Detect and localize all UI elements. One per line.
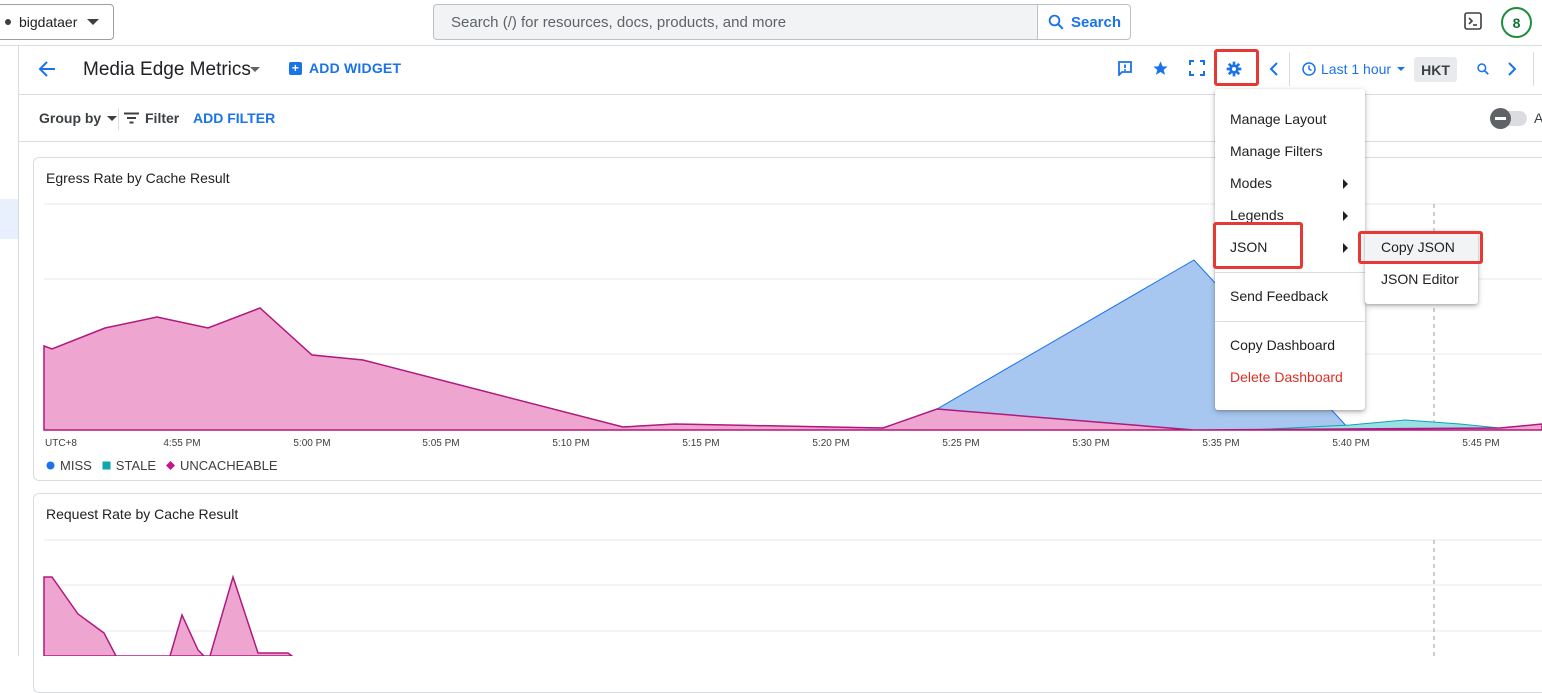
divider	[118, 108, 119, 130]
menu-divider	[1215, 321, 1365, 322]
x-tick-label: 5:00 PM	[293, 438, 331, 449]
project-dot-icon	[5, 19, 11, 25]
divider	[1533, 52, 1534, 86]
menu-item-json[interactable]: JSON	[1230, 239, 1268, 255]
terminal-icon[interactable]	[1464, 12, 1482, 30]
json-highlight	[1213, 222, 1303, 269]
project-selector[interactable]: bigdataer	[0, 4, 114, 40]
copy-json-hover	[1365, 234, 1478, 262]
chevron-right-icon	[1343, 211, 1348, 221]
menu-item-delete-dashboard[interactable]: Delete Dashboard	[1230, 369, 1343, 385]
search-button-label: Search	[1070, 13, 1122, 31]
legend-circle-icon	[46, 461, 55, 470]
filter-icon	[124, 112, 139, 124]
x-tick-label: 5:30 PM	[1072, 438, 1110, 449]
x-tick-label: 5:05 PM	[422, 438, 460, 449]
group-by-label: Group by	[39, 110, 102, 126]
clock-icon	[1302, 62, 1316, 76]
copy-json-highlight	[1358, 231, 1483, 264]
settings-highlight	[1214, 49, 1259, 86]
x-tick-label: 5:25 PM	[942, 438, 980, 449]
menu-item-copy-json[interactable]: Copy JSON	[1381, 239, 1455, 255]
chart-title: Request Rate by Cache Result	[46, 506, 239, 522]
search-icon	[1048, 14, 1064, 30]
search-input[interactable]: Search (/) for resources, docs, products…	[433, 4, 1038, 40]
search-placeholder: Search (/) for resources, docs, products…	[451, 13, 787, 31]
chart-legend: MISS STALE UNCACHEABLE	[46, 458, 288, 473]
legend-diamond-icon	[166, 461, 176, 470]
zoom-icon[interactable]	[1476, 62, 1490, 76]
menu-item-copy-dashboard[interactable]: Copy Dashboard	[1230, 337, 1336, 353]
gear-icon[interactable]	[1226, 61, 1242, 77]
plus-icon: +	[289, 61, 302, 75]
x-tick-label: 5:45 PM	[1462, 438, 1500, 449]
left-rail	[0, 46, 19, 656]
star-icon[interactable]	[1152, 60, 1169, 77]
add-widget-button[interactable]: + ADD WIDGET	[289, 60, 401, 76]
chevron-right-icon	[1343, 179, 1348, 189]
x-tick-label: UTC+8	[45, 438, 77, 449]
chevron-right-icon[interactable]	[1506, 61, 1518, 77]
filter-label: Filter	[145, 110, 180, 126]
back-arrow-icon[interactable]	[37, 59, 57, 79]
group-by-button[interactable]: Group by	[39, 110, 118, 126]
menu-item-manage-filters[interactable]: Manage Filters	[1230, 143, 1323, 159]
menu-item-modes[interactable]: Modes	[1230, 175, 1273, 191]
x-tick-label: 5:35 PM	[1202, 438, 1240, 449]
menu-item-json-editor[interactable]: JSON Editor	[1381, 271, 1459, 287]
menu-item-legends[interactable]: Legends	[1230, 207, 1284, 223]
add-filter-button[interactable]: ADD FILTER	[193, 110, 276, 126]
legend-item-miss[interactable]: MISS	[46, 458, 92, 473]
timezone-chip[interactable]: HKT	[1414, 57, 1457, 82]
dashboard-header	[19, 46, 1542, 95]
chevron-down-icon	[107, 115, 118, 121]
x-tick-label: 5:20 PM	[812, 438, 850, 449]
avatar[interactable]: 8	[1501, 7, 1532, 38]
rail-active-item[interactable]	[0, 199, 18, 239]
filter-button[interactable]: Filter	[124, 110, 179, 126]
x-tick-label: 5:15 PM	[682, 438, 720, 449]
settings-menu	[1215, 89, 1365, 410]
menu-item-send-feedback[interactable]: Send Feedback	[1230, 288, 1329, 304]
search-button[interactable]: Search	[1037, 4, 1131, 40]
chevron-left-icon[interactable]	[1268, 61, 1280, 77]
legend-square-icon	[102, 461, 111, 470]
add-widget-label: ADD WIDGET	[309, 60, 402, 76]
legend-item-stale[interactable]: STALE	[102, 458, 156, 473]
project-name: bigdataer	[19, 14, 78, 30]
chevron-down-icon	[87, 19, 100, 25]
x-tick-label: 4:55 PM	[163, 438, 201, 449]
legend-label: MISS	[60, 458, 92, 473]
legend-label: UNCACHEABLE	[180, 458, 278, 473]
title-dropdown-icon[interactable]	[250, 67, 260, 72]
request-chart-plot	[43, 539, 1542, 656]
feedback-icon[interactable]	[1117, 60, 1133, 76]
chevron-right-icon	[1343, 243, 1348, 253]
uncacheable-area	[43, 307, 1542, 431]
page-title: Media Edge Metrics	[83, 59, 251, 80]
uncacheable-area	[43, 574, 294, 656]
toggle-knob	[1490, 108, 1511, 129]
menu-item-manage-layout[interactable]: Manage Layout	[1230, 111, 1327, 127]
toggle-label: A	[1534, 110, 1542, 126]
chart-title: Egress Rate by Cache Result	[46, 170, 230, 186]
filter-bar	[19, 95, 1542, 142]
x-tick-label: 5:40 PM	[1332, 438, 1370, 449]
time-range-selector[interactable]: Last 1 hour	[1289, 52, 1411, 86]
legend-label: STALE	[115, 458, 157, 473]
toggle-switch[interactable]	[1490, 108, 1527, 129]
fullscreen-icon[interactable]	[1189, 60, 1205, 76]
x-tick-label: 5:10 PM	[552, 438, 590, 449]
time-range-label: Last 1 hour	[1321, 61, 1392, 77]
menu-divider	[1215, 272, 1365, 273]
chevron-down-icon	[1397, 67, 1406, 71]
legend-item-uncacheable[interactable]: UNCACHEABLE	[166, 458, 278, 473]
